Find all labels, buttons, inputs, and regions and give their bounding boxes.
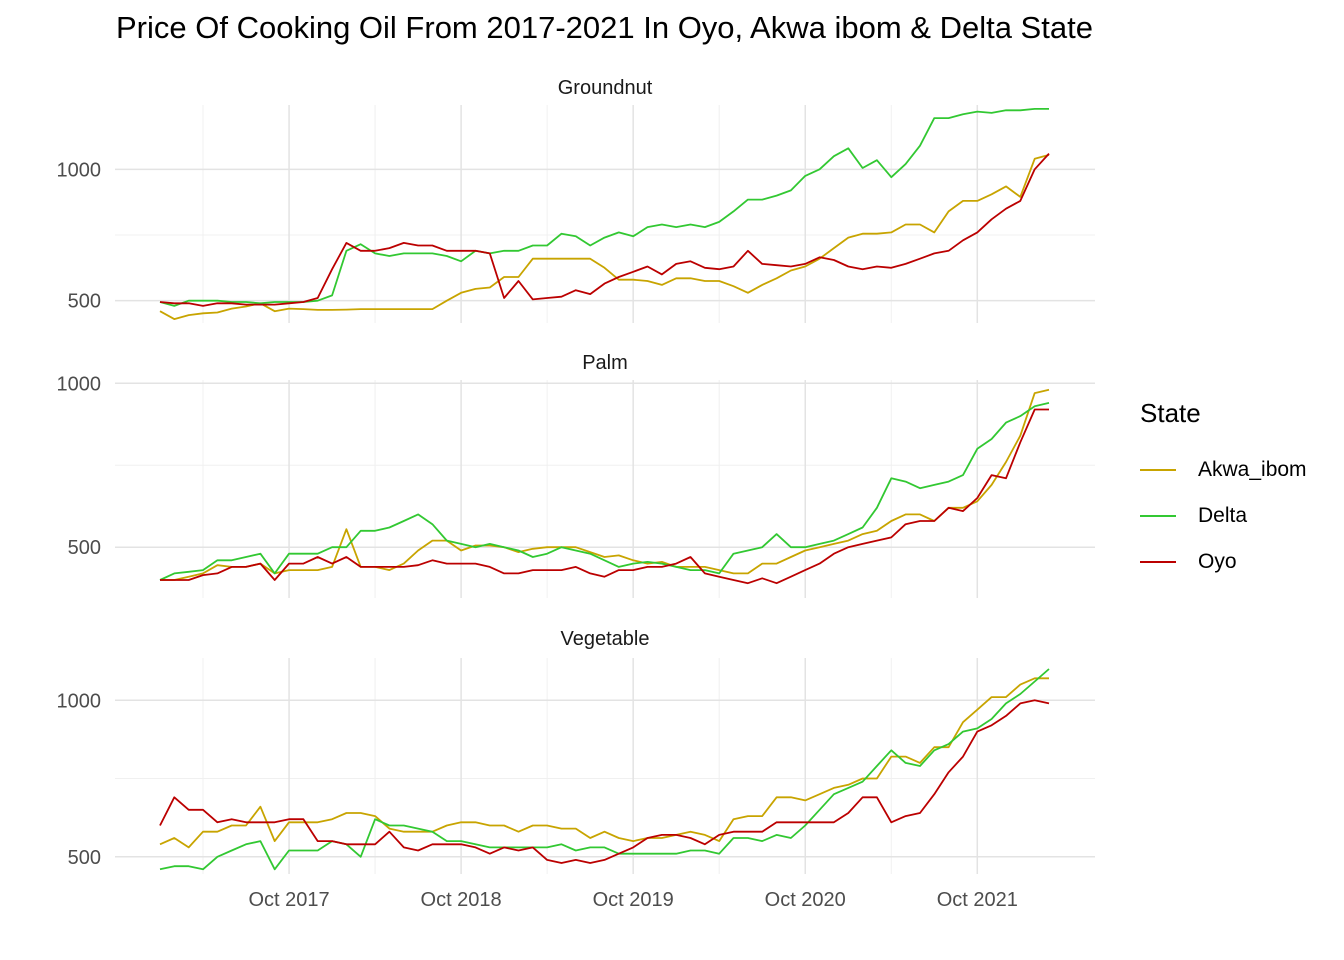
series-line-vegetable-akwa_ibom xyxy=(159,677,1049,849)
legend-key xyxy=(1140,561,1176,563)
legend-label: Akwa_ibom xyxy=(1198,458,1307,481)
series-line-palm-oyo xyxy=(160,408,1049,585)
chart-title: Price Of Cooking Oil From 2017-2021 In O… xyxy=(116,10,1093,45)
legend-item-oyo: Oyo xyxy=(1140,539,1307,585)
y-tick-label-groundnut: 1000 xyxy=(57,159,102,181)
legend-item-delta: Delta xyxy=(1140,493,1307,539)
series-line-palm-akwa_ibom xyxy=(160,388,1050,581)
x-tick-label: Oct 2020 xyxy=(765,889,846,911)
legend-items: Akwa_ibom Delta Oyo xyxy=(1140,447,1307,585)
legend-label: Oyo xyxy=(1198,550,1237,573)
facet-strip-groundnut: Groundnut xyxy=(558,77,653,99)
series-line-groundnut-akwa_ibom xyxy=(159,154,1050,321)
y-tick-label-palm: 500 xyxy=(68,537,101,559)
y-tick-label-vegetable: 500 xyxy=(68,847,101,869)
x-tick-label: Oct 2017 xyxy=(248,889,329,911)
series-line-groundnut-delta xyxy=(159,108,1049,307)
facet-strip-palm: Palm xyxy=(582,352,628,374)
series-line-palm-delta xyxy=(159,402,1050,581)
x-tick-label: Oct 2021 xyxy=(937,889,1018,911)
legend-key xyxy=(1140,469,1176,471)
x-tick-label: Oct 2019 xyxy=(593,889,674,911)
facet-strip-vegetable: Vegetable xyxy=(561,628,650,650)
series-line-groundnut-oyo xyxy=(159,152,1050,307)
y-tick-label-groundnut: 500 xyxy=(68,291,101,313)
y-tick-label-palm: 1000 xyxy=(57,373,102,395)
y-tick-label-vegetable: 1000 xyxy=(57,690,102,712)
series-line-vegetable-delta xyxy=(159,668,1050,871)
legend-title: State xyxy=(1140,398,1201,428)
legend-label: Delta xyxy=(1198,504,1248,527)
legend-item-akwa_ibom: Akwa_ibom xyxy=(1140,447,1307,493)
series-line-vegetable-oyo xyxy=(159,699,1050,864)
x-tick-label: Oct 2018 xyxy=(421,889,502,911)
legend-key xyxy=(1140,515,1176,517)
legend: State Akwa_ibom Delta Oyo xyxy=(1140,398,1307,585)
